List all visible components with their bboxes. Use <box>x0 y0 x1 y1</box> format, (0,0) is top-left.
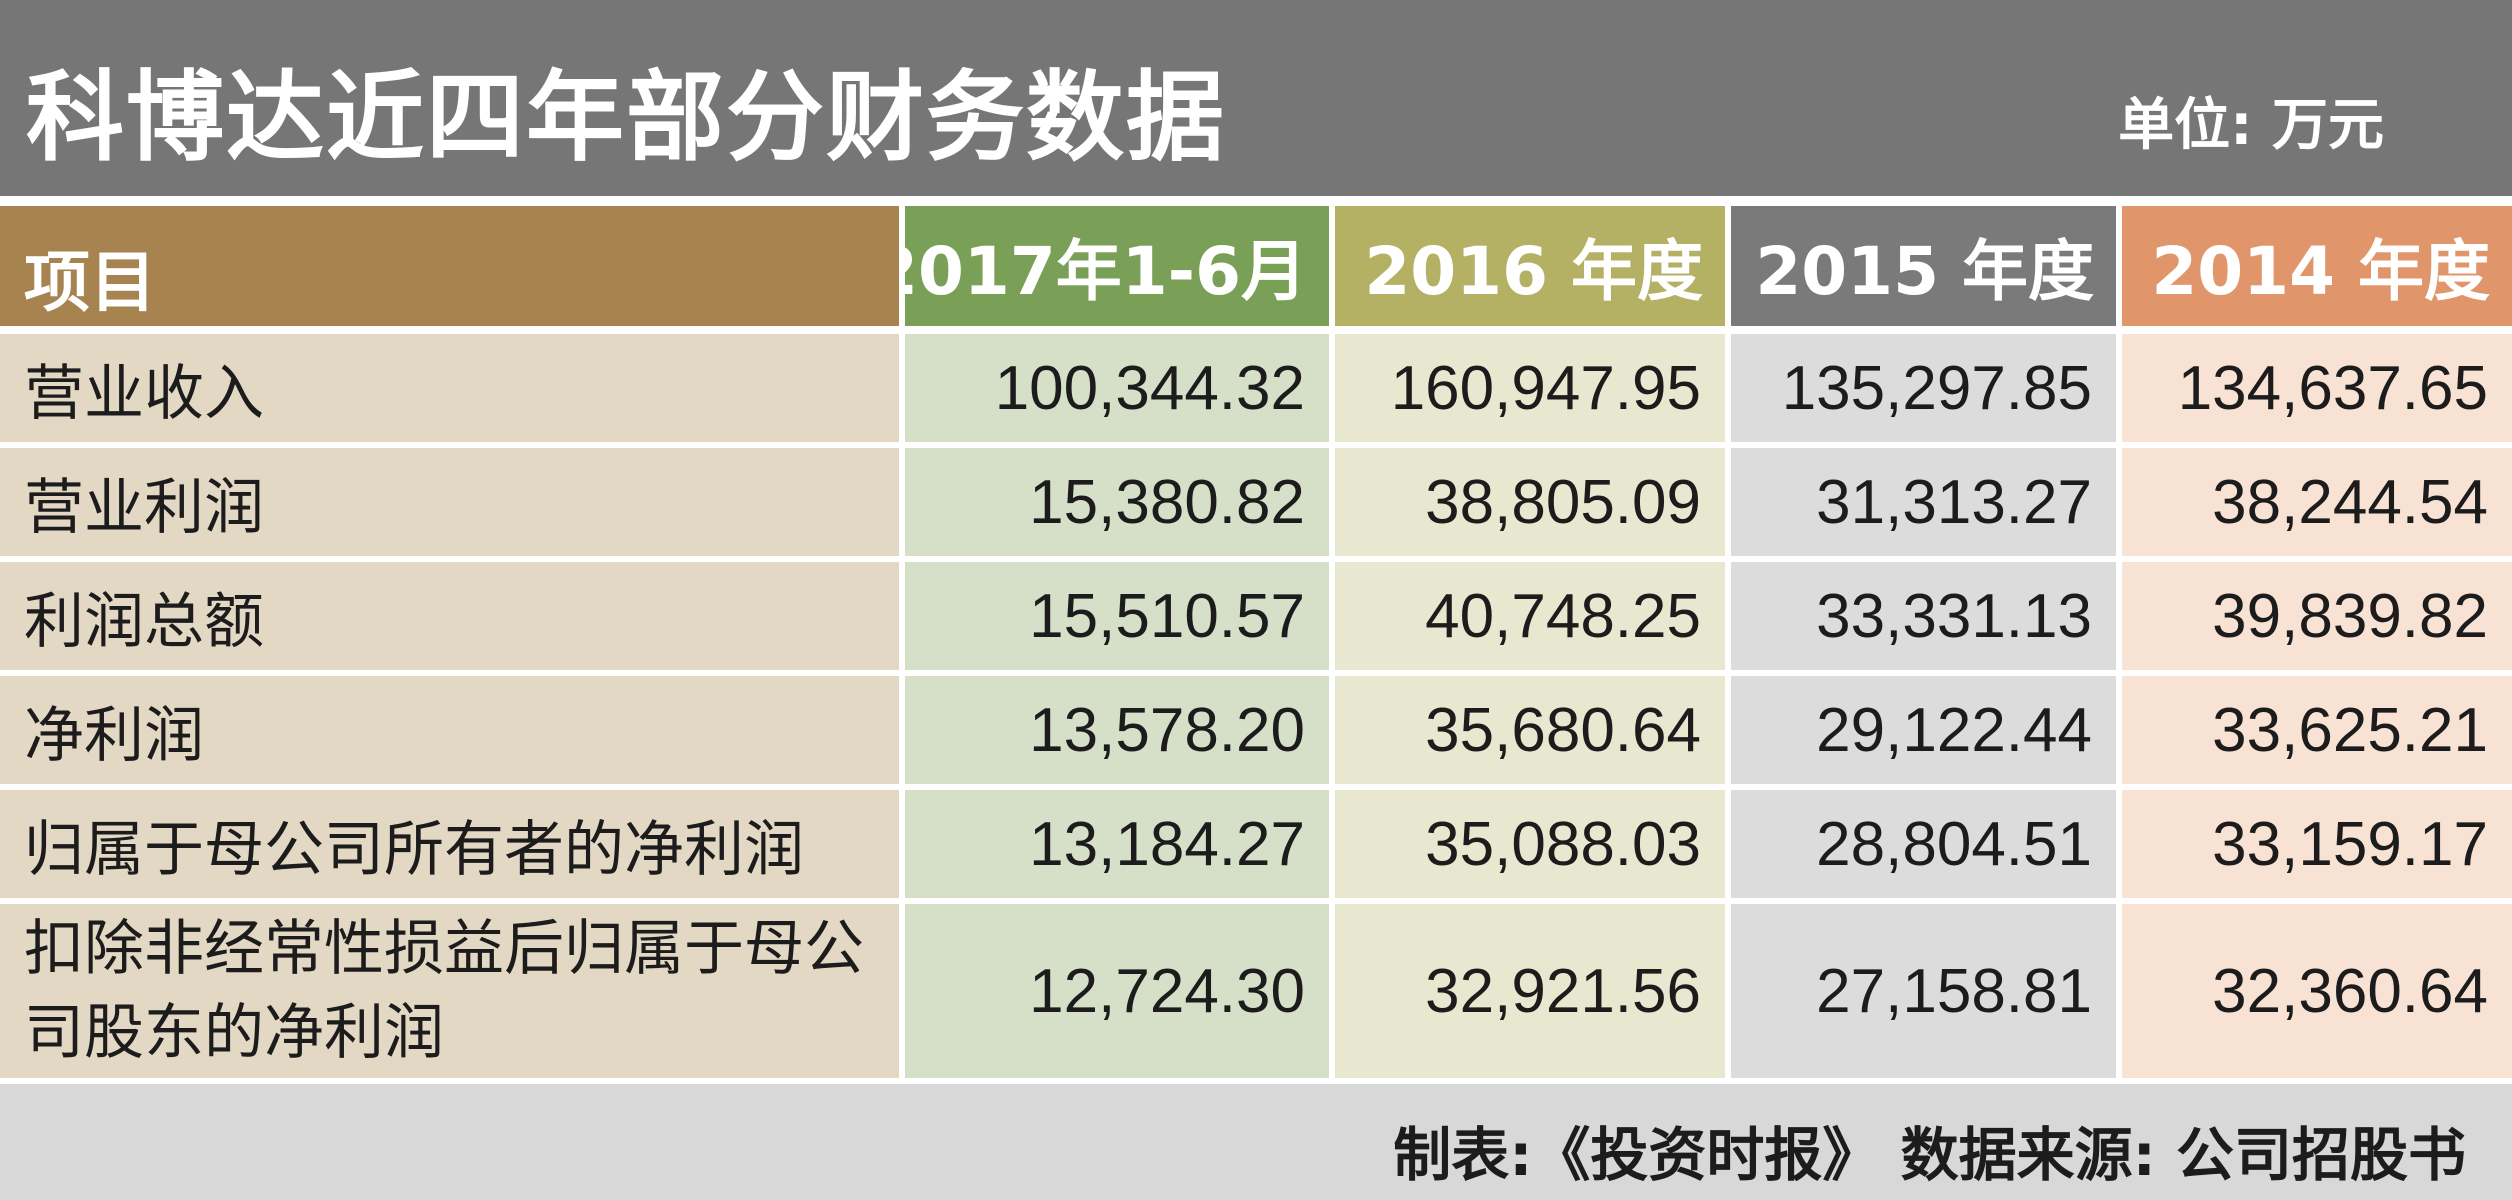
value-2016: 32,921.56 <box>1335 904 1725 1078</box>
row-label: 扣除非经常性损益后归属于母公司股东的净利润 <box>0 904 899 1078</box>
source-note: 制表:《投资时报》 数据来源: 公司招股书 <box>1393 1121 2466 1189</box>
value-2017: 13,184.27 <box>905 790 1329 898</box>
value-2017: 12,724.30 <box>905 904 1329 1078</box>
title-bar: 科博达近四年部分财务数据 单位: 万元 <box>0 0 2512 196</box>
value-2015: 29,122.44 <box>1731 676 2116 784</box>
header-2015: 2015 年度 <box>1731 206 2116 326</box>
header-2016: 2016 年度 <box>1335 206 1725 326</box>
value-2014: 39,839.82 <box>2122 562 2512 670</box>
value-2015: 27,158.81 <box>1731 904 2116 1078</box>
value-2014: 134,637.65 <box>2122 334 2512 442</box>
value-2016: 40,748.25 <box>1335 562 1725 670</box>
row-label: 归属于母公司所有者的净利润 <box>0 790 899 898</box>
value-2014: 33,625.21 <box>2122 676 2512 784</box>
row-label: 营业利润 <box>0 448 899 556</box>
value-2017: 15,380.82 <box>905 448 1329 556</box>
page-title: 科博达近四年部分财务数据 <box>26 61 1227 175</box>
value-2015: 135,297.85 <box>1731 334 2116 442</box>
value-2016: 160,947.95 <box>1335 334 1725 442</box>
value-2014: 33,159.17 <box>2122 790 2512 898</box>
unit-label: 单位: 万元 <box>2118 93 2384 158</box>
value-2014: 32,360.64 <box>2122 904 2512 1078</box>
footer-bar: 制表:《投资时报》 数据来源: 公司招股书 <box>0 1084 2512 1200</box>
row-label: 营业收入 <box>0 334 899 442</box>
value-2014: 38,244.54 <box>2122 448 2512 556</box>
row-label: 净利润 <box>0 676 899 784</box>
value-2017: 100,344.32 <box>905 334 1329 442</box>
value-2015: 28,804.51 <box>1731 790 2116 898</box>
value-2017: 15,510.57 <box>905 562 1329 670</box>
row-label: 利润总额 <box>0 562 899 670</box>
header-2017: 2017年1-6月 <box>905 206 1329 326</box>
header-item: 项目 <box>0 206 899 326</box>
value-2017: 13,578.20 <box>905 676 1329 784</box>
value-2015: 33,331.13 <box>1731 562 2116 670</box>
value-2016: 35,680.64 <box>1335 676 1725 784</box>
value-2015: 31,313.27 <box>1731 448 2116 556</box>
financial-table: 项目 2017年1-6月 2016 年度 2015 年度 2014 年度 营业收… <box>0 196 2512 1084</box>
value-2016: 38,805.09 <box>1335 448 1725 556</box>
value-2016: 35,088.03 <box>1335 790 1725 898</box>
header-2014: 2014 年度 <box>2122 206 2512 326</box>
